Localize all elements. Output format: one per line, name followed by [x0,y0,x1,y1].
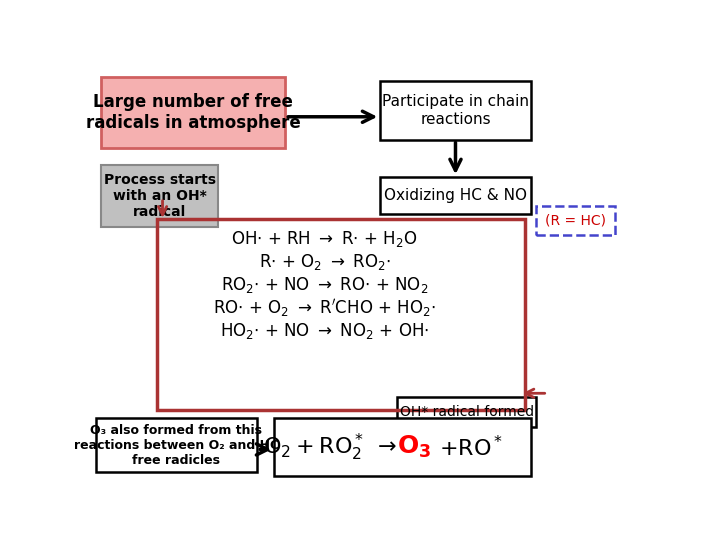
Text: Participate in chain
reactions: Participate in chain reactions [382,94,529,127]
Text: R$\cdot$ + O$_2$ $\rightarrow$ RO$_2$$\cdot$: R$\cdot$ + O$_2$ $\rightarrow$ RO$_2$$\c… [258,252,390,272]
Text: RO$_2$$\cdot$ + NO $\rightarrow$ RO$\cdot$ + NO$_2$: RO$_2$$\cdot$ + NO $\rightarrow$ RO$\cdo… [220,275,428,295]
Text: Process starts
with an OH*
radical: Process starts with an OH* radical [104,173,216,219]
FancyBboxPatch shape [536,206,615,235]
FancyBboxPatch shape [397,397,536,427]
Text: (R = HC): (R = HC) [545,214,606,228]
Text: Large number of free
radicals in atmosphere: Large number of free radicals in atmosph… [86,93,301,132]
Text: $\mathrm{O_2 + RO_2^*\ \rightarrow\ }$: $\mathrm{O_2 + RO_2^*\ \rightarrow\ }$ [263,432,397,463]
FancyBboxPatch shape [380,82,531,140]
Text: OH$\cdot$ + RH $\rightarrow$ R$\cdot$ + H$_2$O: OH$\cdot$ + RH $\rightarrow$ R$\cdot$ + … [231,229,418,249]
FancyBboxPatch shape [101,165,218,227]
FancyBboxPatch shape [96,418,258,472]
Text: HO$_2$$\cdot$ + NO $\rightarrow$ NO$_2$ + OH$\cdot$: HO$_2$$\cdot$ + NO $\rightarrow$ NO$_2$ … [220,321,429,341]
Text: $\mathrm{+ RO^*}$: $\mathrm{+ RO^*}$ [438,435,503,460]
FancyBboxPatch shape [274,418,531,476]
Text: $\mathbf{O_3}$: $\mathbf{O_3}$ [397,434,431,461]
Text: RO$\cdot$ + O$_2$ $\rightarrow$ R$'$CHO + HO$_2$$\cdot$: RO$\cdot$ + O$_2$ $\rightarrow$ R$'$CHO … [213,296,436,319]
Text: O₃ also formed from this
reactions between O₂ and HC
free radicles: O₃ also formed from this reactions betwe… [74,424,279,467]
FancyBboxPatch shape [101,77,285,148]
Text: OH* radical formed: OH* radical formed [400,405,534,419]
Text: Oxidizing HC & NO: Oxidizing HC & NO [384,188,527,203]
FancyBboxPatch shape [380,177,531,214]
